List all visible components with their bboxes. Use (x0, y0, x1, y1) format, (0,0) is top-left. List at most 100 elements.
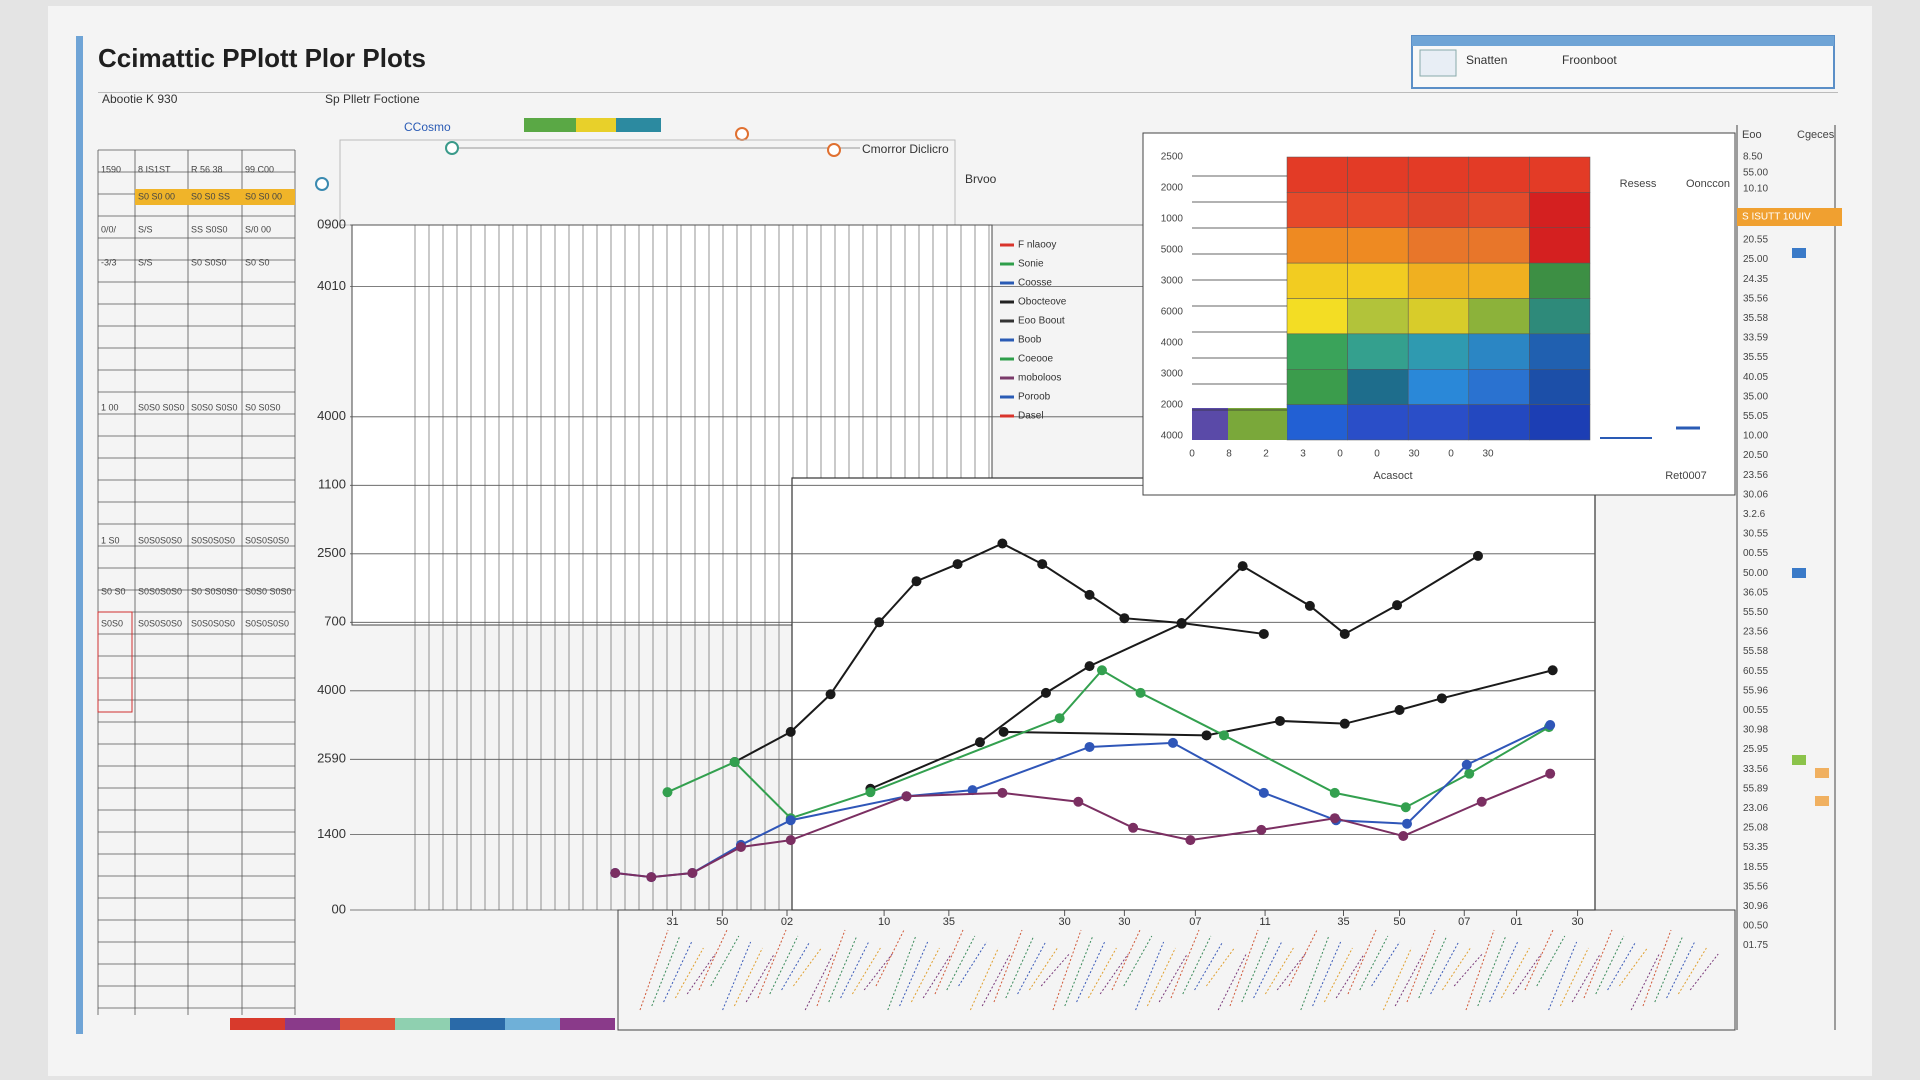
y-tick-label: 00 (332, 901, 346, 916)
data-point (1073, 796, 1084, 807)
hatch-line (1453, 953, 1483, 987)
right-mark (1792, 755, 1806, 765)
heatmap-legend: Oonccon (1686, 178, 1730, 190)
x-tick-label: 50 (1393, 916, 1405, 928)
data-point (1256, 824, 1267, 835)
table-cell: S/S (138, 224, 153, 234)
right-value: 20.55 (1743, 235, 1768, 246)
y-tick-label: 2500 (317, 545, 346, 560)
heatmap-x-label: 8 (1226, 449, 1232, 460)
heatmap-cell (1407, 227, 1470, 264)
data-point (1400, 802, 1411, 813)
heatmap-x-label: 0 (1337, 449, 1343, 460)
table-cell: SS S0S0 (191, 224, 228, 234)
slider-knob[interactable] (445, 141, 459, 155)
table-cell: S0S0S0S0 (138, 535, 182, 545)
legend-label: Coeooe (1018, 354, 1053, 365)
hatch-line (733, 947, 763, 1007)
slider-knob[interactable] (315, 177, 329, 191)
right-mark (1792, 248, 1806, 258)
heatmap-cell (1407, 369, 1470, 405)
hatch-line (1630, 953, 1660, 1011)
table-cell: S/S (138, 257, 153, 267)
hatch-line (651, 935, 681, 1007)
data-point (1339, 628, 1350, 639)
heatmap-cell (1347, 227, 1409, 264)
data-point (1258, 787, 1269, 798)
data-point (1398, 831, 1409, 842)
right-value: 30.06 (1743, 489, 1768, 500)
legend-label: F nlaooy (1018, 240, 1056, 251)
right-value: 55.50 (1743, 607, 1768, 618)
legend-label: Boob (1018, 335, 1042, 346)
right-value: 23.06 (1743, 803, 1768, 814)
heatmap-y-label: 4000 (1161, 431, 1184, 442)
hatch-line (1005, 935, 1035, 999)
hatch-line (1477, 935, 1507, 1007)
data-point (1329, 813, 1340, 824)
slider-knob[interactable] (827, 143, 841, 157)
data-point (974, 737, 985, 748)
right-value: 18.55 (1743, 862, 1768, 873)
data-point (1185, 835, 1196, 846)
hatch-line (781, 941, 811, 991)
toolbar-icon[interactable] (1419, 49, 1457, 77)
hatch-line (1335, 953, 1365, 999)
right-value: 24.35 (1743, 274, 1768, 285)
data-point (1545, 768, 1556, 779)
heatmap-cell (1468, 404, 1530, 441)
heatmap-x-label: 0 (1448, 449, 1454, 460)
header-label: Cmorror Diclicro (862, 142, 949, 156)
right-value: 60.55 (1743, 666, 1768, 677)
hatch-line (1087, 947, 1117, 999)
right-value: 35.56 (1743, 881, 1768, 892)
data-point (1084, 661, 1095, 672)
right-value: 01.75 (1743, 940, 1768, 951)
heatmap-x2-title: Ret0007 (1665, 470, 1707, 482)
hatch-line (1548, 941, 1578, 1011)
heatmap-y-label: 2000 (1161, 400, 1184, 411)
heatmap-cell (1529, 404, 1591, 441)
color-swatch (505, 1018, 560, 1030)
x-tick-label: 30 (1059, 916, 1071, 928)
right-highlight-text: S ISUTT 10UIV (1742, 212, 1811, 223)
x-tick-label: 30 (1118, 916, 1130, 928)
hatch-line (1382, 947, 1412, 1011)
heatmap-cell (1407, 262, 1470, 299)
heatmap-cell (1468, 156, 1530, 193)
color-swatch (450, 1018, 505, 1030)
slider-knob[interactable] (735, 127, 749, 141)
table-cell: -3/3 (101, 257, 117, 267)
data-point (952, 559, 963, 570)
legend-label: moboloos (1018, 373, 1061, 384)
x-tick-label: 01 (1510, 916, 1522, 928)
data-point (1084, 589, 1095, 600)
table-cell: S0 S0S0 (191, 257, 227, 267)
heatmap-cell (1347, 404, 1409, 441)
y-tick-label: 2590 (317, 751, 346, 766)
table-highlight (135, 189, 295, 205)
hatch-line (981, 953, 1011, 1007)
heatmap-legend: Resess (1620, 178, 1657, 190)
heatmap-cell (1529, 192, 1591, 228)
hatch-line (674, 947, 704, 999)
heatmap-y-label: 2500 (1161, 152, 1184, 163)
right-value: 30.96 (1743, 901, 1768, 912)
heatmap-cell (1529, 333, 1591, 370)
toolbar-tab[interactable]: Froonboot (1562, 53, 1617, 67)
color-swatch (560, 1018, 615, 1030)
table-cell: S0S0S0S0 (191, 535, 235, 545)
hatch-line (1430, 941, 1460, 995)
hatch-line (1288, 929, 1318, 987)
heatmap-x-title: Acasoct (1373, 470, 1412, 482)
line-series (667, 668, 1550, 820)
hatch-line (1607, 941, 1637, 991)
right-value: 35.55 (1743, 352, 1768, 363)
right-value: 30.55 (1743, 529, 1768, 540)
hatch-line (1300, 935, 1330, 1011)
heatmap-cell (1529, 227, 1591, 264)
toolbar-tab[interactable]: Snatten (1466, 53, 1507, 67)
legend-label: Coosse (1018, 278, 1052, 289)
right-value: 55.89 (1743, 783, 1768, 794)
heatmap-cell (1407, 298, 1470, 335)
